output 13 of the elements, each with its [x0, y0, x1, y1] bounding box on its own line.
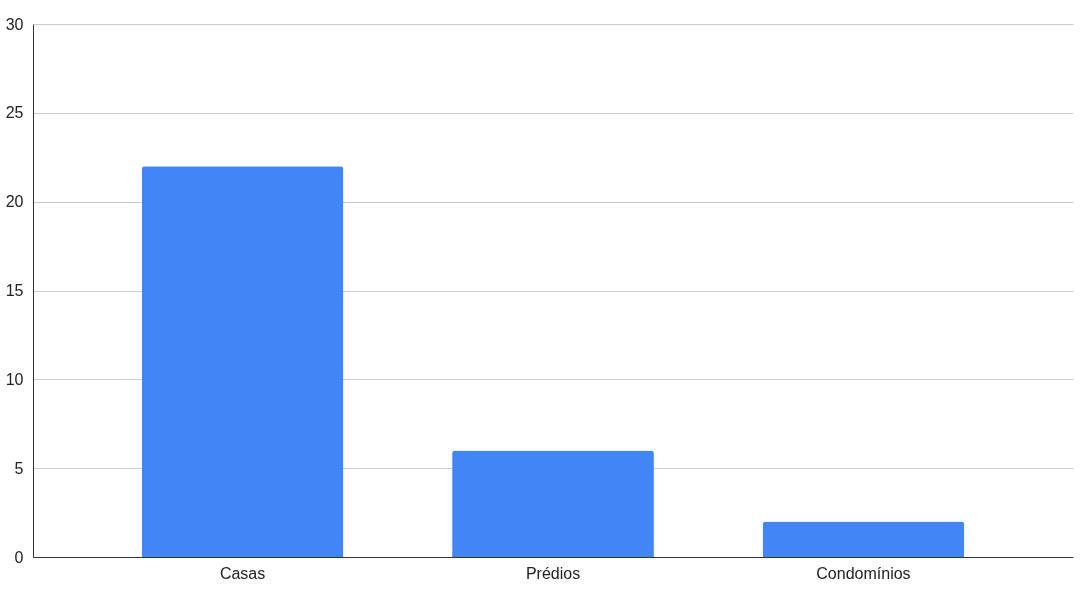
y-tick-label: 25	[5, 104, 24, 122]
y-tick-label: 5	[14, 459, 24, 477]
bar	[452, 450, 654, 557]
y-tick-label: 30	[5, 15, 24, 33]
bar	[141, 166, 344, 557]
bar	[762, 521, 965, 557]
y-tick-label: 15	[5, 282, 24, 299]
y-tick-label: 10	[5, 370, 24, 388]
x-tick-label: Condomínios	[816, 564, 911, 582]
y-tick-label: 20	[5, 193, 24, 211]
x-tick-label: Prédios	[525, 564, 581, 582]
x-tick-label: Casas	[219, 564, 266, 582]
y-tick-label: 0	[14, 548, 24, 566]
